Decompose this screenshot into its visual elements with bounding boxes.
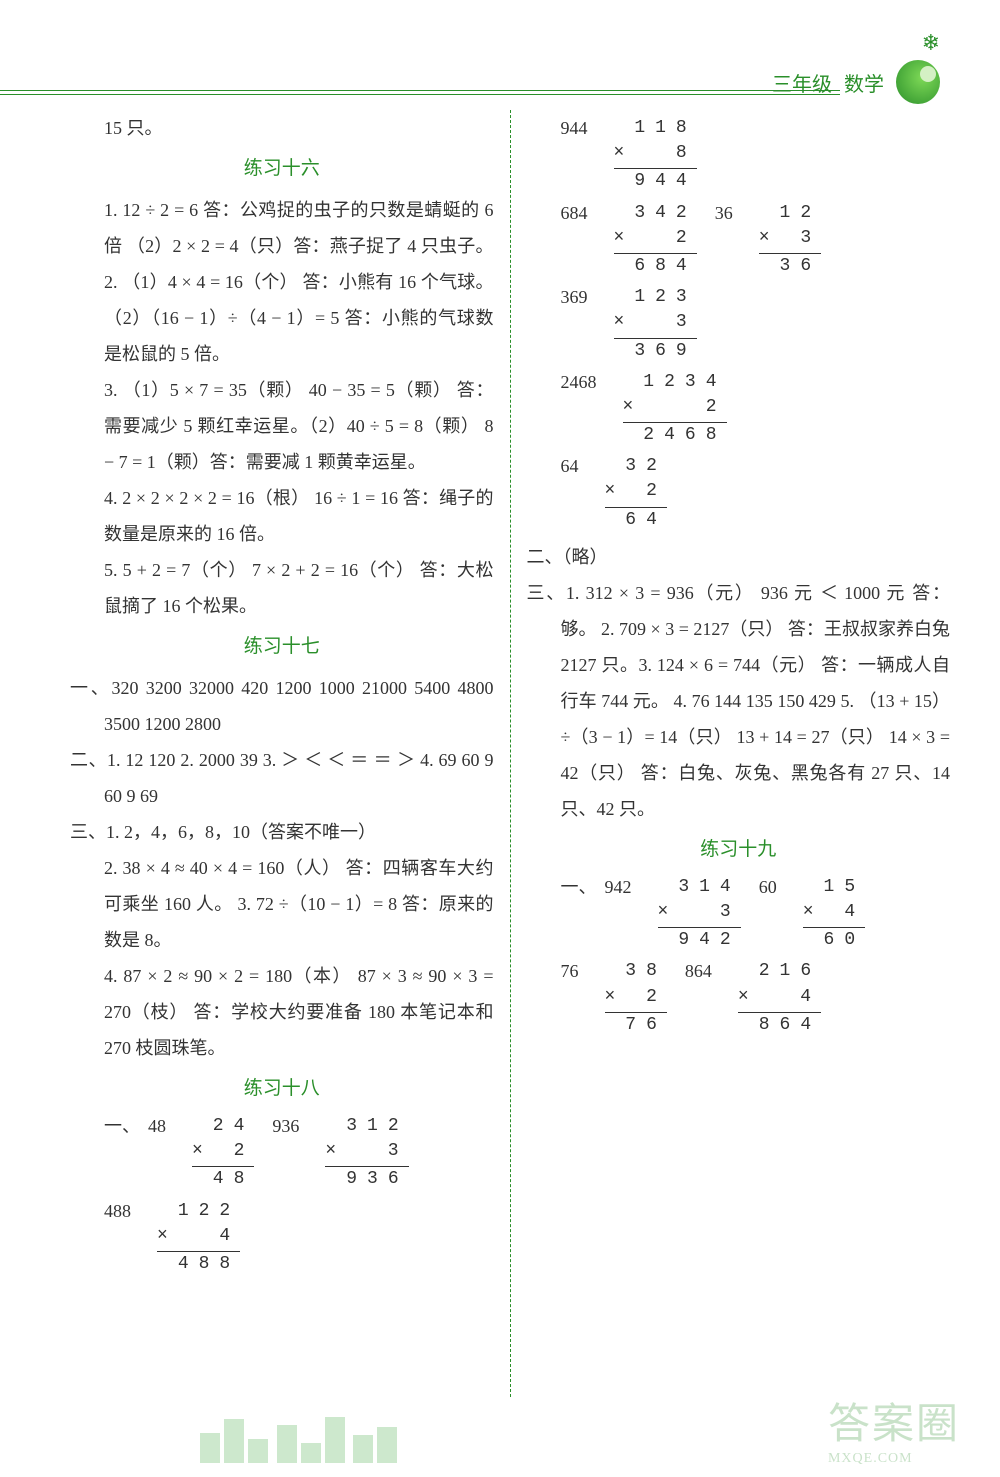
vertical-mult: 12 × 3 36 — [759, 201, 821, 280]
watermark-main: 答案圈 — [828, 1402, 960, 1448]
vertical-mult-group: 2468 1234 × 2 2468 — [527, 370, 951, 449]
decor-skyline — [200, 1417, 700, 1467]
left-column: 15 只。 练习十六 1. 12 ÷ 2 = 6 答：公鸡捉的虫子的只数是蜻蜓的… — [70, 110, 494, 1397]
answer-block: 4. 87 × 2 ≈ 90 × 2 = 180（本） 87 × 3 ≈ 90 … — [70, 958, 494, 1066]
vertical-mult: 342 × 2 684 — [614, 201, 697, 280]
answer-block: 3. （1）5 × 7 = 35（颗） 40 − 35 = 5（颗） 答：需要减… — [70, 372, 494, 480]
vertical-mult: 36 — [715, 201, 741, 280]
header-rule-2 — [0, 94, 840, 95]
content-columns: 15 只。 练习十六 1. 12 ÷ 2 = 6 答：公鸡捉的虫子的只数是蜻蜓的… — [70, 110, 950, 1397]
section-title-18: 练习十八 — [70, 1070, 494, 1108]
vertical-mult: 64 — [561, 454, 587, 533]
watermark: 答案圈 MXQE.COM — [828, 1390, 960, 1467]
vertical-mult: 1234 × 2 2468 — [623, 370, 727, 449]
answer-block: 1. 12 ÷ 2 = 6 答：公鸡捉的虫子的只数是蜻蜓的 6 倍 （2）2 ×… — [70, 192, 494, 372]
answer-block: 三、1. 2，4，6，8，10（答案不唯一） — [70, 814, 494, 850]
text-line: 15 只。 — [70, 110, 494, 146]
vertical-mult-group: 369 123 × 3 369 — [527, 285, 951, 364]
watermark-sub: MXQE.COM — [828, 1451, 960, 1467]
vertical-mult: 369 — [561, 285, 596, 364]
header-rule-1 — [0, 90, 840, 91]
decor-snowflake: ❄ — [922, 30, 940, 56]
vertical-mult: 314 × 3 942 — [658, 875, 741, 954]
vertical-mult-group: 64 32 × 2 64 — [527, 454, 951, 533]
answer-block: 一、320 3200 32000 420 1200 1000 21000 540… — [70, 670, 494, 742]
vertical-mult: 684 — [561, 201, 596, 280]
vertical-mult-group: 76 38 × 2 76 864 216 × 4 864 — [527, 959, 951, 1038]
vertical-mult: 216 × 4 864 — [738, 959, 821, 1038]
vertical-mult-group: 一、942 314 × 3 942 60 15 × 4 60 — [527, 875, 951, 954]
answer-block: 二、1. 12 120 2. 2000 39 3. ＞ ＜ ＜ ＝ ＝ ＞ 4.… — [70, 742, 494, 814]
logo-icon — [896, 60, 940, 104]
vertical-mult: 一、942 — [561, 875, 640, 954]
right-column: 944 118 × 8 944 684 342 × 2 684 36 12 × … — [527, 110, 951, 1397]
section-title-17: 练习十七 — [70, 628, 494, 666]
vertical-mult: 60 — [759, 875, 785, 954]
column-divider — [510, 110, 511, 1397]
vertical-mult: 936 — [272, 1114, 307, 1193]
vertical-mult: 38 × 2 76 — [605, 959, 667, 1038]
answer-block: 4. 2 × 2 × 2 × 2 = 16（根） 16 ÷ 1 = 16 答：绳… — [70, 480, 494, 552]
header-grade: 三年级 — [772, 68, 832, 97]
vertical-mult: 15 × 4 60 — [803, 875, 865, 954]
vertical-mult: 122 × 4 488 — [157, 1199, 240, 1278]
vertical-mult-group: 一、48 24 × 2 48 936 312 × 3 936 — [70, 1114, 494, 1193]
vertical-mult-group: 944 118 × 8 944 — [527, 116, 951, 195]
vertical-mult: 312 × 3 936 — [325, 1114, 408, 1193]
vertical-mult: 76 — [561, 959, 587, 1038]
vertical-mult: 一、48 — [104, 1114, 174, 1193]
page-header: 三年级 数学 — [772, 60, 940, 104]
section-title-16: 练习十六 — [70, 150, 494, 188]
header-subject: 数学 — [844, 68, 884, 97]
answer-block: 5. 5 + 2 = 7（个） 7 × 2 + 2 = 16（个） 答：大松鼠摘… — [70, 552, 494, 624]
answer-block: 二、（略） — [527, 539, 951, 575]
vertical-mult: 944 — [561, 116, 596, 195]
answer-block: 2. 38 × 4 ≈ 40 × 4 = 160（人） 答：四辆客车大约可乘坐 … — [70, 850, 494, 958]
section-title-19: 练习十九 — [527, 831, 951, 869]
vertical-mult: 32 × 2 64 — [605, 454, 667, 533]
vertical-mult: 123 × 3 369 — [614, 285, 697, 364]
vertical-mult-group: 488 122 × 4 488 — [70, 1199, 494, 1278]
answer-block: 三、1. 312 × 3 = 936（元） 936 元 ＜ 1000 元 答：够… — [527, 575, 951, 827]
vertical-mult: 24 × 2 48 — [192, 1114, 254, 1193]
vertical-mult: 118 × 8 944 — [614, 116, 697, 195]
vertical-mult: 864 — [685, 959, 720, 1038]
vertical-mult: 488 — [104, 1199, 139, 1278]
vertical-mult-group: 684 342 × 2 684 36 12 × 3 36 — [527, 201, 951, 280]
vertical-mult: 2468 — [561, 370, 605, 449]
